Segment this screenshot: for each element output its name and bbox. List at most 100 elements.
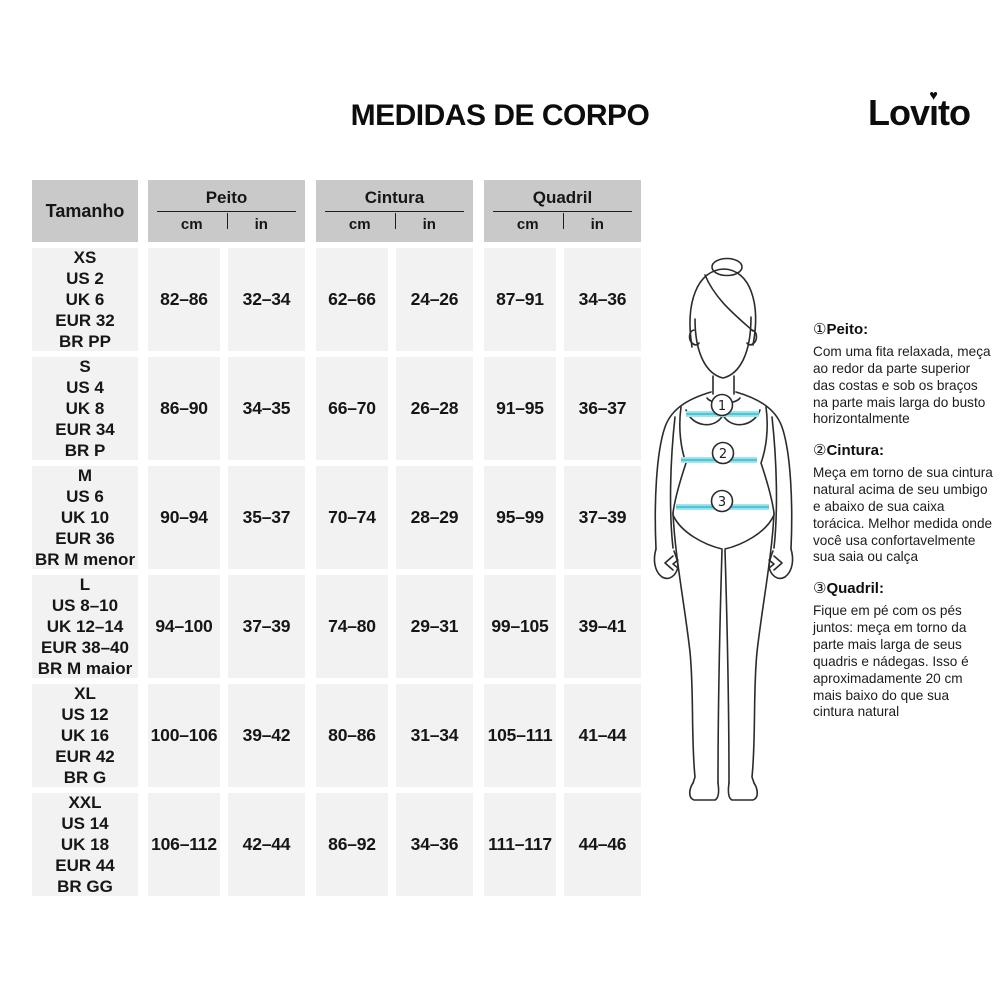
table-row: S US 4 UK 8 EUR 34 BR P 86–90 34–35 66–7… bbox=[32, 357, 641, 460]
value-cell: 100–106 bbox=[148, 684, 220, 787]
left-hand-chevrons bbox=[664, 555, 679, 571]
value-cell: 34–36 bbox=[396, 793, 473, 896]
neck bbox=[712, 375, 735, 395]
units-row-peito: cm in bbox=[157, 212, 296, 236]
hair-bun bbox=[711, 257, 743, 277]
brand-logo: Lovı ♥ to bbox=[867, 87, 971, 134]
page-title: MEDIDAS DE CORPO bbox=[350, 99, 650, 132]
value-cell: 34–36 bbox=[564, 248, 641, 351]
left-arm-inner bbox=[669, 416, 676, 549]
face-outline bbox=[694, 316, 752, 379]
guide-section-cintura: ②Cintura: Meça em torno de sua cintura n… bbox=[813, 441, 993, 566]
circled-2-icon: ② bbox=[813, 441, 827, 460]
torso-right bbox=[760, 406, 775, 514]
guide-section-peito: ①Peito: Com uma fita relaxada, meça ao r… bbox=[813, 320, 993, 428]
unit-label-in: in bbox=[254, 215, 268, 233]
group-divider-line bbox=[157, 211, 296, 213]
value-cell: 80–86 bbox=[316, 684, 388, 787]
heart-icon: ♥ bbox=[929, 87, 938, 104]
table-header-group-peito: Peito cm in bbox=[148, 180, 305, 242]
unit-divider bbox=[562, 213, 565, 230]
size-cell: M US 6 UK 10 EUR 36 BR M menor bbox=[32, 466, 138, 569]
unit-label-cm: cm bbox=[516, 215, 539, 233]
value-cell: 95–99 bbox=[484, 466, 556, 569]
measurement-markers: 1 2 3 bbox=[710, 393, 735, 513]
logo-text-pre: Lov bbox=[867, 92, 930, 133]
group-divider-line bbox=[325, 211, 464, 213]
right-leg-inner bbox=[724, 549, 730, 784]
table-row: L US 8–10 UK 12–14 EUR 38–40 BR M maior … bbox=[32, 575, 641, 678]
table-row: M US 6 UK 10 EUR 36 BR M menor 90–94 35–… bbox=[32, 466, 641, 569]
value-cell: 105–111 bbox=[484, 684, 556, 787]
group-divider-line bbox=[493, 211, 632, 213]
size-cell: XL US 12 UK 16 EUR 42 BR G bbox=[32, 684, 138, 787]
hair-outline bbox=[689, 268, 757, 348]
right-hand-chevrons bbox=[768, 555, 783, 571]
size-table: Tamanho Peito cm in Cintura cm in bbox=[32, 180, 641, 902]
value-cell: 70–74 bbox=[316, 466, 388, 569]
value-cell: 39–42 bbox=[228, 684, 305, 787]
circled-3-icon: ③ bbox=[813, 579, 827, 598]
measurement-guide: ①Peito: Com uma fita relaxada, meça ao r… bbox=[813, 320, 993, 734]
value-cell: 44–46 bbox=[564, 793, 641, 896]
value-cell: 86–90 bbox=[148, 357, 220, 460]
logo-letter-i: ı ♥ bbox=[929, 87, 939, 133]
value-cell: 99–105 bbox=[484, 575, 556, 678]
value-cell: 62–66 bbox=[316, 248, 388, 351]
units-row-quadril: cm in bbox=[493, 212, 632, 236]
marker-circle-3 bbox=[710, 489, 734, 513]
size-cell: L US 8–10 UK 12–14 EUR 38–40 BR M maior bbox=[32, 575, 138, 678]
value-cell: 106–112 bbox=[148, 793, 220, 896]
units-row-cintura: cm in bbox=[325, 212, 464, 236]
value-cell: 41–44 bbox=[564, 684, 641, 787]
left-ear bbox=[688, 329, 700, 346]
left-leg-outer bbox=[672, 512, 696, 784]
table-header-group-cintura: Cintura cm in bbox=[316, 180, 473, 242]
value-cell: 82–86 bbox=[148, 248, 220, 351]
guide-body-text: Fique em pé com os pés juntos: meça em t… bbox=[813, 603, 969, 720]
table-row: XXL US 14 UK 18 EUR 44 BR GG 106–112 42–… bbox=[32, 793, 641, 896]
left-leg-inner bbox=[717, 549, 723, 784]
right-leg-outer bbox=[751, 512, 775, 784]
marker-circle-2 bbox=[711, 441, 735, 465]
guide-heading: ①Peito: bbox=[813, 320, 993, 338]
group-label-cintura: Cintura bbox=[364, 187, 425, 207]
value-cell: 90–94 bbox=[148, 466, 220, 569]
hair-fringe bbox=[704, 274, 754, 332]
right-foot bbox=[727, 782, 759, 801]
value-cell: 94–100 bbox=[148, 575, 220, 678]
unit-label-cm: cm bbox=[180, 215, 203, 233]
right-ear bbox=[746, 329, 758, 346]
guide-body-text: Com uma fita relaxada, meça ao redor da … bbox=[813, 344, 991, 427]
value-cell: 42–44 bbox=[228, 793, 305, 896]
table-header-size: Tamanho bbox=[32, 180, 138, 242]
guide-heading-label: Cintura: bbox=[826, 442, 884, 460]
group-label-quadril: Quadril bbox=[532, 187, 593, 207]
marker-number-2: 2 bbox=[719, 447, 727, 462]
value-cell: 32–34 bbox=[228, 248, 305, 351]
group-label-peito: Peito bbox=[205, 187, 248, 207]
value-cell: 28–29 bbox=[396, 466, 473, 569]
value-cell: 91–95 bbox=[484, 357, 556, 460]
guide-heading-label: Peito: bbox=[826, 321, 869, 338]
right-arm-outer bbox=[735, 391, 793, 550]
body-outline bbox=[653, 257, 794, 801]
guide-heading: ③Quadril: bbox=[813, 579, 993, 597]
table-row: XL US 12 UK 16 EUR 42 BR G 100–106 39–42… bbox=[32, 684, 641, 787]
logo-text-post: to bbox=[938, 92, 971, 133]
size-cell: XS US 2 UK 6 EUR 32 BR PP bbox=[32, 248, 138, 351]
value-cell: 74–80 bbox=[316, 575, 388, 678]
value-cell: 29–31 bbox=[396, 575, 473, 678]
value-cell: 111–117 bbox=[484, 793, 556, 896]
panty-line bbox=[672, 514, 775, 550]
value-cell: 26–28 bbox=[396, 357, 473, 460]
left-foot bbox=[688, 782, 720, 801]
body-outline-svg: 1 2 3 bbox=[653, 257, 794, 801]
body-figure-illustration: 1 2 3 bbox=[645, 257, 800, 815]
value-cell: 31–34 bbox=[396, 684, 473, 787]
guide-body-text: Meça em torno de sua cintura natural aci… bbox=[813, 465, 993, 565]
value-cell: 86–92 bbox=[316, 793, 388, 896]
value-cell: 37–39 bbox=[564, 466, 641, 569]
marker-circle-1 bbox=[710, 393, 734, 417]
value-cell: 37–39 bbox=[228, 575, 305, 678]
